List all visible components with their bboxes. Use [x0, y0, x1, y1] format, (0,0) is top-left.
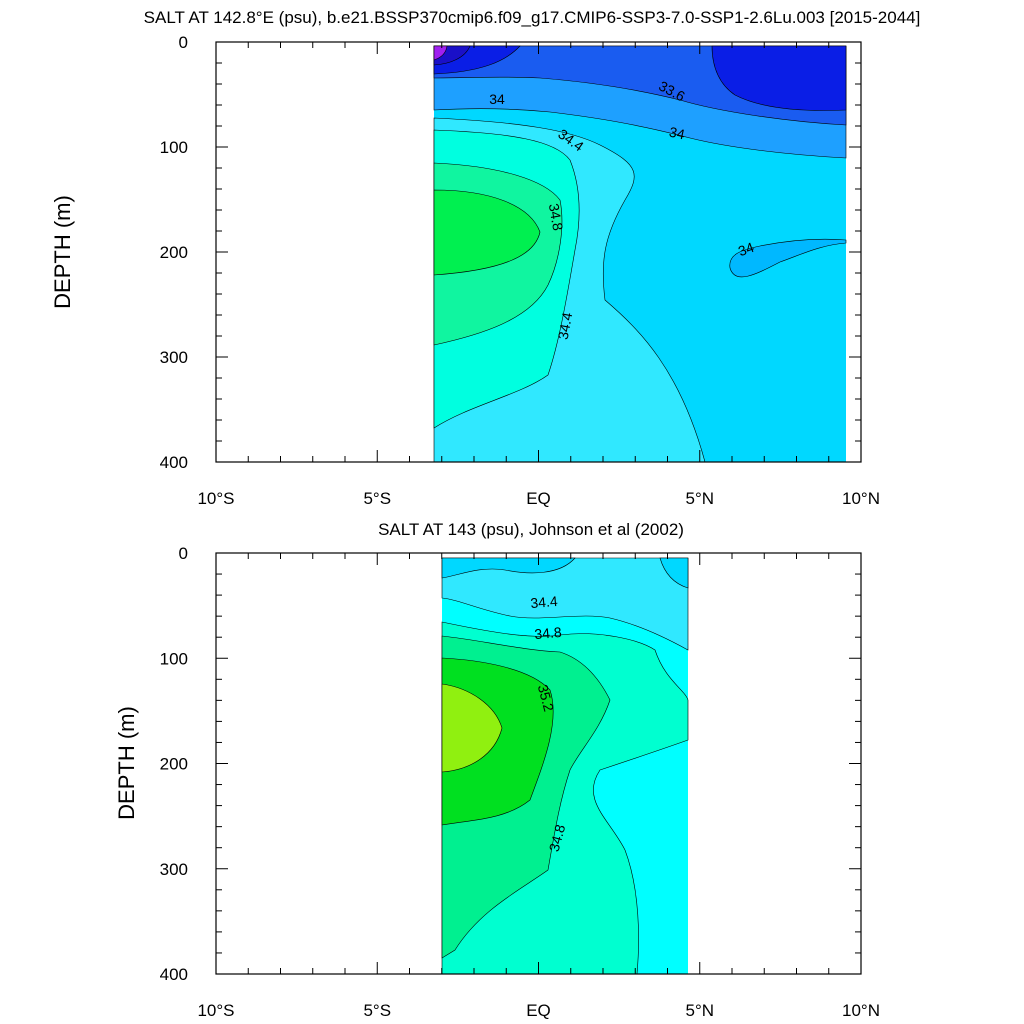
top-axes: 0 100 200 300 400 10°S 5°S EQ 5°N 10°N	[160, 33, 880, 508]
top-band-35.0	[433, 189, 541, 276]
top-y-axis-label: DEPTH (m)	[50, 195, 75, 309]
top-contour-label: 34	[736, 239, 756, 259]
top-band-34.0-lens	[729, 238, 847, 278]
bottom-band-34.2-west	[441, 557, 576, 579]
top-x-tick-label: 5°S	[363, 489, 391, 508]
bottom-y-tick-label: 300	[160, 860, 188, 879]
bottom-y-tick-label: 200	[160, 755, 188, 774]
bottom-y-tick-label: 0	[179, 544, 188, 563]
bottom-x-tick-label: 5°S	[363, 1001, 391, 1020]
top-chart-title: SALT AT 142.8°E (psu), b.e21.BSSP370cmip…	[144, 8, 921, 27]
bottom-y-tick-label: 100	[160, 649, 188, 668]
top-contour-label: 34.8	[546, 202, 567, 232]
bottom-band-35.4	[441, 683, 503, 773]
bottom-x-tick-label: 5°N	[685, 1001, 714, 1020]
bottom-x-tick-label: EQ	[526, 1001, 551, 1020]
bottom-chart-title: SALT AT 143 (psu), Johnson et al (2002)	[378, 520, 684, 539]
top-y-tick-label: 100	[160, 138, 188, 157]
top-x-tick-label: 10°N	[842, 489, 880, 508]
top-panel: SALT AT 142.8°E (psu), b.e21.BSSP370cmip…	[50, 8, 920, 508]
bottom-contour-labels: 34.4 34.8 35.2 34.8	[530, 593, 569, 853]
top-contour-label: 34	[489, 91, 505, 107]
bottom-x-tick-label: 10°S	[197, 1001, 234, 1020]
bottom-x-tick-label: 10°N	[842, 1001, 880, 1020]
bottom-contour-label: 34.8	[546, 823, 569, 854]
top-y-tick-label: 400	[160, 453, 188, 472]
top-x-tick-label: 10°S	[197, 489, 234, 508]
top-y-tick-label: 0	[179, 33, 188, 52]
top-contour-label: 34	[668, 124, 687, 143]
top-salinity-field	[433, 45, 847, 463]
top-x-tick-label: 5°N	[685, 489, 714, 508]
top-x-tick-label: EQ	[526, 489, 551, 508]
bottom-axes: 0 100 200 300 400 10°S 5°S EQ 5°N 10°N	[160, 544, 880, 1020]
top-band-33.4-east	[711, 45, 847, 111]
bottom-band-34.4	[441, 557, 689, 651]
bottom-contour-label: 34.4	[530, 593, 559, 611]
top-y-tick-label: 300	[160, 348, 188, 367]
bottom-contour-label: 35.2	[535, 683, 558, 714]
bottom-panel: SALT AT 143 (psu), Johnson et al (2002) …	[114, 520, 880, 1020]
bottom-y-axis-label: DEPTH (m)	[114, 706, 139, 820]
bottom-band-34.2-east	[659, 557, 689, 589]
bottom-contour-label: 34.8	[534, 624, 563, 642]
bottom-salinity-field	[441, 557, 689, 975]
bottom-y-tick-label: 400	[160, 965, 188, 984]
top-band-33.0	[433, 45, 448, 61]
top-contour-label: 34.4	[555, 311, 576, 341]
top-y-tick-label: 200	[160, 243, 188, 262]
